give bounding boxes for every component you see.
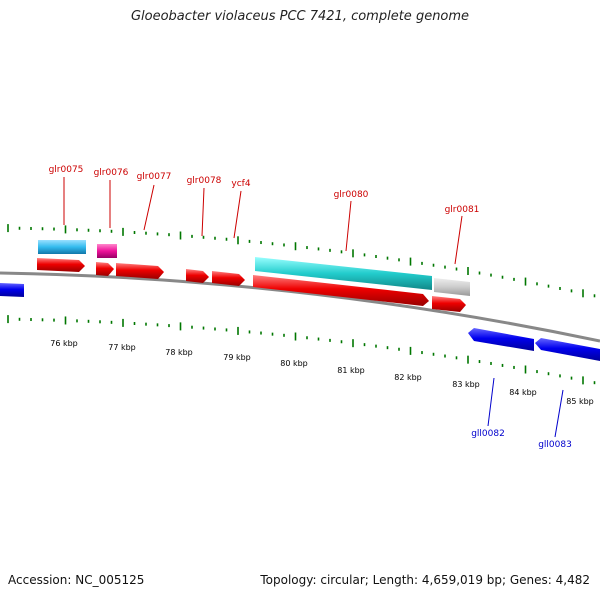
scale-label: 82 kbp	[394, 373, 422, 382]
scale-label: 83 kbp	[452, 380, 480, 389]
scale-label: 76 kbp	[50, 339, 78, 348]
gene-arrow-glr0078[interactable]	[186, 269, 209, 283]
gene-arrow-partial-left[interactable]	[0, 283, 24, 297]
genome-backbone	[0, 271, 600, 343]
lower-tick-track	[7, 315, 596, 385]
gene-arrow-glr0077[interactable]	[116, 263, 164, 279]
leader-lines	[63, 177, 564, 438]
gene-label-glr0081[interactable]: glr0081	[445, 205, 480, 215]
upper-tick-track	[7, 224, 596, 298]
scale-label: 85 kbp	[566, 397, 594, 406]
gene-label-glr0077[interactable]: glr0077	[137, 172, 172, 182]
genome-summary-text: Topology: circular; Length: 4,659,019 bp…	[260, 573, 590, 587]
gene-arrow-gll0082[interactable]	[468, 328, 534, 351]
feature-box-glr0080[interactable]	[255, 257, 432, 290]
genome-title: Gloeobacter violaceus PCC 7421, complete…	[130, 9, 470, 24]
gene-arrow-glr0075[interactable]	[37, 258, 85, 272]
feature-box-glr0081[interactable]	[434, 278, 470, 296]
gene-label-gll0082[interactable]: gll0082	[471, 429, 505, 439]
accession-text: Accession: NC_005125	[8, 573, 145, 587]
gene-arrow-glr0081[interactable]	[432, 296, 466, 312]
gene-label-gll0083[interactable]: gll0083	[538, 440, 572, 450]
scale-label: 78 kbp	[165, 348, 193, 357]
gene-label-glr0076[interactable]: glr0076	[94, 168, 129, 178]
feature-box-glr0075[interactable]	[38, 240, 86, 254]
scale-label: 80 kbp	[280, 359, 308, 368]
feature-box-glr0076[interactable]	[97, 244, 117, 258]
gene-arrow-gll0083[interactable]	[535, 338, 600, 361]
gene-label-glr0080[interactable]: glr0080	[334, 190, 369, 200]
gene-label-glr0075[interactable]: glr0075	[49, 165, 84, 175]
gene-label-ycf4[interactable]: ycf4	[231, 179, 250, 189]
gene-arrow-ycf4-adjacent[interactable]	[253, 275, 429, 306]
scale-label: 77 kbp	[108, 343, 136, 352]
gene-arrow-ycf4[interactable]	[212, 271, 245, 286]
gene-label-glr0078[interactable]: glr0078	[187, 176, 222, 186]
scale-label: 84 kbp	[509, 388, 537, 397]
scale-label: 81 kbp	[337, 366, 365, 375]
scale-labels: 76 kbp 77 kbp 78 kbp 79 kbp 80 kbp 81 kb…	[50, 339, 594, 406]
gene-arrow-glr0076[interactable]	[96, 262, 114, 276]
scale-label: 79 kbp	[223, 353, 251, 362]
